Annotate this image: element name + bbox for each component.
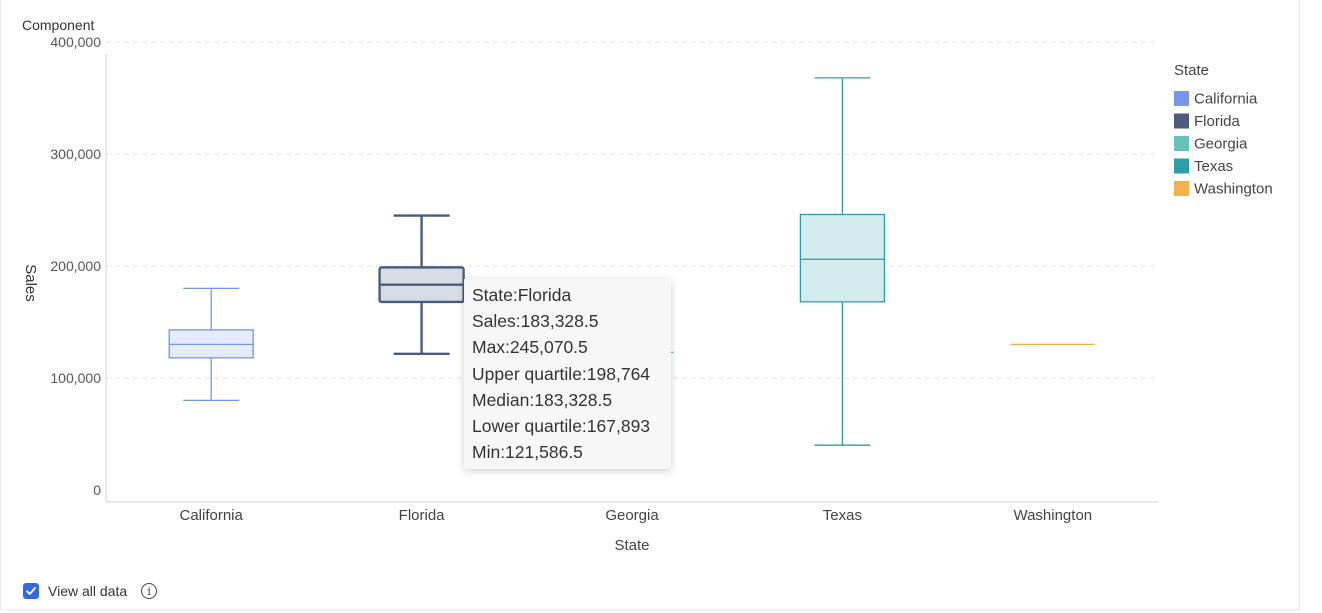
chart-panel: Component 0 100,000 200,000 300,000 400,000 S… [0,0,1300,610]
x-tick-label: Florida [399,507,446,524]
tooltip-lower-quartile: Lower quartile:167,893 [472,416,651,437]
tooltip-sales: Sales:183,328.5 [472,311,599,332]
legend-swatch-california[interactable] [1174,91,1189,106]
tooltip: State:Florida Sales:183,328.5 Max:245,07… [464,279,671,469]
legend-swatch-florida[interactable] [1174,113,1189,129]
tooltip-min: Min:121,586.5 [472,442,583,463]
tooltip-upper-quartile: Upper quartile:198,764 [472,363,651,384]
boxplot-chart: 0 100,000 200,000 300,000 400,000 Sales State C… [22,34,1273,554]
tooltip-median: Median:183,328.5 [472,389,613,410]
legend-swatch-georgia[interactable] [1174,136,1189,151]
x-tick-label: Georgia [605,507,659,524]
panel-title: Component [22,17,95,33]
checkmark-icon [26,587,36,595]
info-icon[interactable]: i [141,583,158,599]
x-tick-label: Washington [1013,507,1092,524]
x-tick-label: Texas [823,507,862,524]
y-axis-label: Sales [22,264,39,302]
legend-title: State [1174,62,1209,79]
legend-label-florida[interactable]: Florida [1194,113,1241,130]
legend-label-washington[interactable]: Washington [1194,181,1273,198]
tooltip-max: Max:245,070.5 [472,337,588,358]
footer: View all data i [23,583,158,599]
y-tick-label: 100,000 [50,370,101,386]
y-tick-label: 400,000 [50,34,101,50]
box-texas[interactable] [799,213,886,303]
legend-label-georgia[interactable]: Georgia [1194,136,1248,153]
y-tick-label: 0 [93,482,101,498]
y-tick-label: 300,000 [50,146,101,162]
view-all-label[interactable]: View all data [48,583,128,599]
legend-swatch-washington[interactable] [1174,181,1189,196]
x-axis-label: State [614,537,649,554]
view-all-checkbox[interactable] [23,583,39,599]
legend-label-california[interactable]: California [1194,91,1258,108]
tooltip-state: State:Florida [472,285,572,305]
legend-label-texas[interactable]: Texas [1194,158,1233,175]
legend-swatch-texas[interactable] [1174,158,1189,174]
y-tick-label: 200,000 [50,258,101,274]
x-tick-label: California [180,507,244,524]
